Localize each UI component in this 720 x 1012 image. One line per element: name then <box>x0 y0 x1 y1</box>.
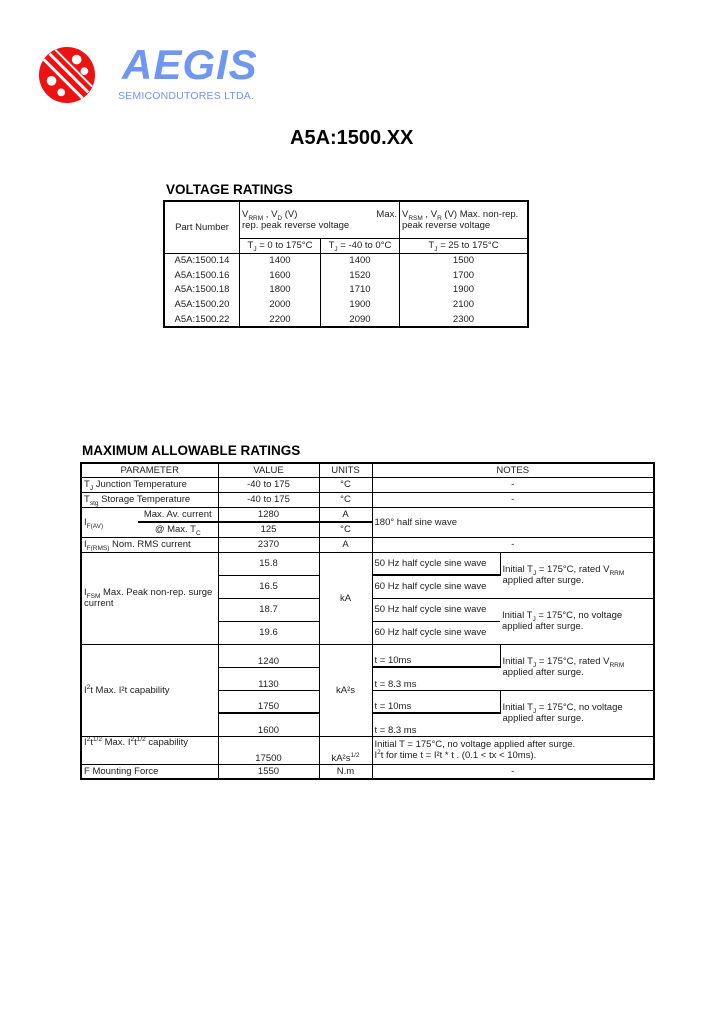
row-i2t: 1130 t = 8.3 ms <box>81 666 654 691</box>
voltage-cell: 2300 <box>399 311 529 328</box>
voltage-ratings-title: VOLTAGE RATINGS <box>166 182 293 197</box>
header-value: VALUE <box>217 462 320 478</box>
header-parameter: PARAMETER <box>80 462 219 478</box>
part-number-cell: A5A:1500.20 <box>163 297 240 312</box>
voltage-ratings-table: Part Number VRRM , VD (V) Max. rep. peak… <box>163 200 529 329</box>
row-i2rt: I2t1/2 Max. I2t1/2 capability 17500 kA²s… <box>80 735 655 765</box>
voltage-row: A5A:1500.14 1400 1400 1500 <box>163 253 529 269</box>
document-title: A5A:1500.XX <box>290 127 414 149</box>
row-i2t: I2t Max. I²t capability 1240 kA²s t = 10… <box>80 643 655 737</box>
voltage-cell: 1900 <box>399 282 529 298</box>
header-notes: NOTES <box>371 462 655 478</box>
row-tstg: Tstg Storage Temperature -40 to 175 °C - <box>80 491 655 508</box>
row-tj: TJ Junction Temperature -40 to 175 °C - <box>80 476 655 493</box>
row-ifsm: 16.5 60 Hz half cycle sine wave <box>81 574 654 599</box>
row-force: F Mounting Force 1550 N.m - <box>80 763 655 780</box>
voltage-cell: 1600 <box>239 268 321 283</box>
cond-1: TJ = 0 to 175°C <box>239 237 321 254</box>
voltage-cell: 2090 <box>320 311 400 328</box>
voltage-cell: 1710 <box>320 282 400 298</box>
part-number-cell: A5A:1500.22 <box>163 311 240 328</box>
part-number-cell: A5A:1500.18 <box>163 282 240 298</box>
cond-3: TJ = 25 to 175°C <box>399 237 529 254</box>
col-vrsm: VRSM , VR (V) Max. non-rep. peak reverse… <box>399 200 529 239</box>
voltage-cell: 1400 <box>239 253 321 269</box>
row-irms: IF(RMS) Nom. RMS current 2370 A - <box>80 536 655 553</box>
voltage-cell: 2100 <box>399 297 529 312</box>
col-part-number: Part Number <box>163 200 240 254</box>
col-vrrm: VRRM , VD (V) Max. rep. peak reverse vol… <box>239 200 400 239</box>
voltage-cell: 1400 <box>320 253 400 269</box>
header-units: UNITS <box>318 462 373 478</box>
row-ifav-2: @ Max. TC 125 °C <box>81 521 654 538</box>
voltage-cell: 2000 <box>239 297 321 312</box>
brand-subtitle: SEMICONDUTORES LTDA. <box>118 90 255 102</box>
voltage-row: A5A:1500.18 1800 1710 1900 <box>163 282 529 298</box>
aegis-logo-icon <box>38 46 96 104</box>
voltage-cell: 1700 <box>399 268 529 283</box>
max-ratings-title: MAXIMUM ALLOWABLE RATINGS <box>82 443 301 458</box>
part-number-cell: A5A:1500.14 <box>163 253 240 269</box>
voltage-cell: 2200 <box>239 311 321 328</box>
row-i2t: 1750 t = 10ms Initial TJ = 175°C, no vol… <box>81 689 655 737</box>
brand-logo-text: AEGIS <box>122 41 258 88</box>
max-ratings-table: PARAMETER VALUE UNITS NOTES TJ Junction … <box>80 462 655 780</box>
row-ifsm: IFSM Max. Peak non-rep. surge current 15… <box>80 551 655 645</box>
voltage-row: A5A:1500.16 1600 1520 1700 <box>163 268 529 283</box>
voltage-cell: 1500 <box>399 253 529 269</box>
voltage-cell: 1900 <box>320 297 400 312</box>
voltage-cell: 1520 <box>320 268 400 283</box>
cond-2: TJ = -40 to 0°C <box>320 237 400 254</box>
voltage-row: A5A:1500.20 2000 1900 2100 <box>163 297 529 312</box>
voltage-row: A5A:1500.22 2200 2090 2300 <box>163 311 529 328</box>
row-ifav-1: IF(AV) Max. Av. current 1280 A 180° half … <box>80 506 655 538</box>
row-ifsm: 19.6 60 Hz half cycle sine wave <box>81 620 654 645</box>
part-number-cell: A5A:1500.16 <box>163 268 240 283</box>
voltage-cell: 1800 <box>239 282 321 298</box>
